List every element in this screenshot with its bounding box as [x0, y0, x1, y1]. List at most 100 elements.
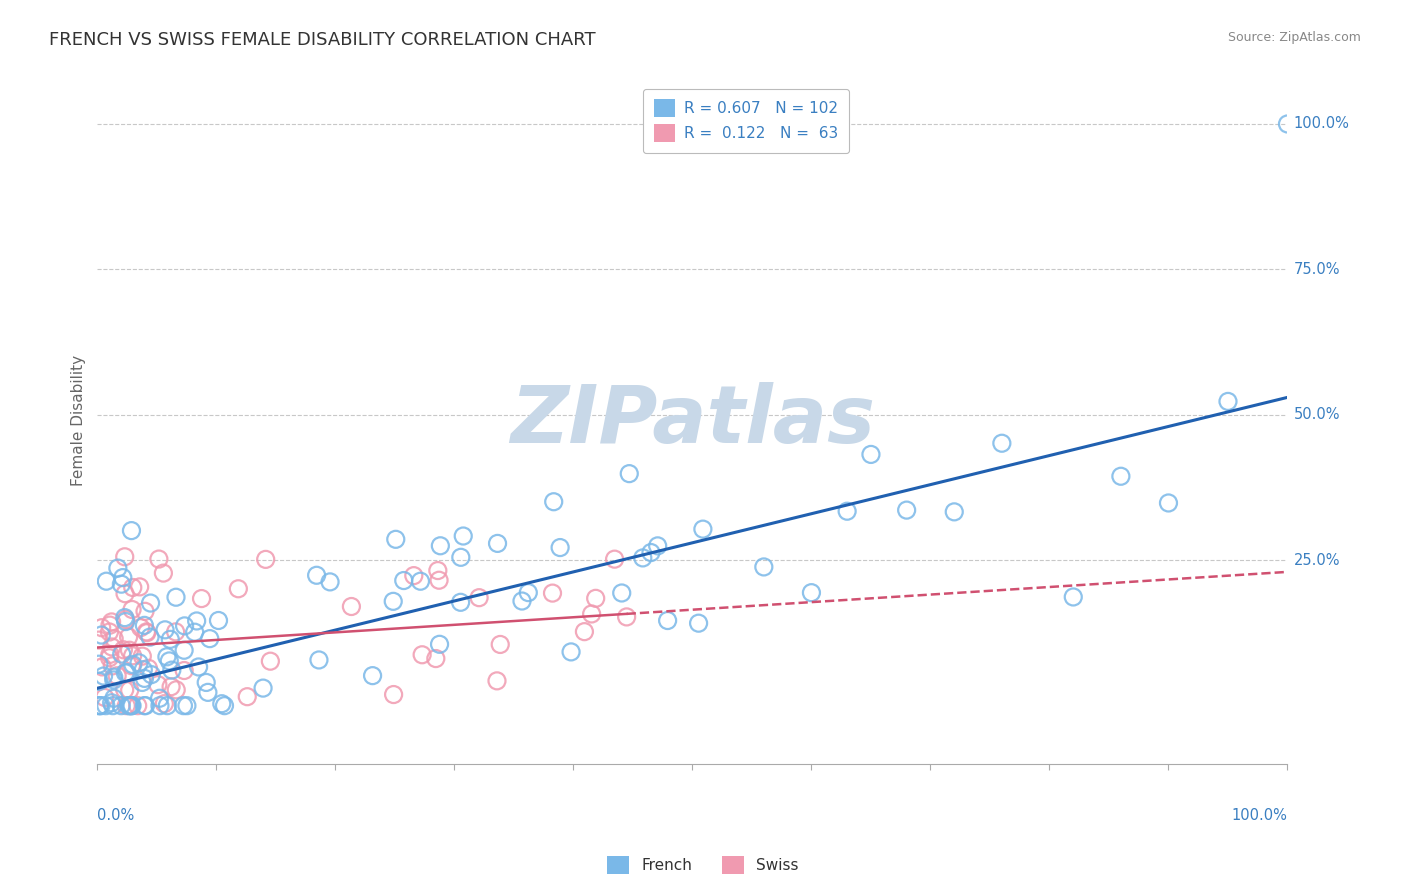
Point — [510, 594, 533, 608]
Point — [603, 552, 626, 566]
Point — [252, 681, 274, 695]
Point — [114, 682, 136, 697]
Point — [90, 621, 112, 635]
Point — [149, 698, 172, 713]
Point — [98, 618, 121, 632]
Point — [160, 680, 183, 694]
Point — [134, 698, 156, 713]
Point — [152, 566, 174, 580]
Point — [486, 536, 509, 550]
Point — [103, 632, 125, 646]
Point — [308, 653, 330, 667]
Point — [160, 663, 183, 677]
Point — [657, 614, 679, 628]
Point — [197, 685, 219, 699]
Point — [752, 560, 775, 574]
Point — [187, 660, 209, 674]
Point — [135, 625, 157, 640]
Point — [186, 614, 208, 628]
Point — [616, 610, 638, 624]
Point — [172, 698, 194, 713]
Point — [859, 447, 882, 461]
Point — [165, 682, 187, 697]
Point — [100, 696, 122, 710]
Point — [485, 673, 508, 688]
Point — [115, 698, 138, 713]
Point — [93, 690, 115, 705]
Point — [127, 698, 149, 713]
Point — [800, 585, 823, 599]
Point — [107, 561, 129, 575]
Point — [190, 591, 212, 606]
Point — [450, 550, 472, 565]
Point — [101, 640, 124, 654]
Point — [139, 630, 162, 644]
Point — [429, 637, 451, 651]
Point — [173, 643, 195, 657]
Point — [114, 665, 136, 680]
Point — [254, 552, 277, 566]
Point — [1216, 394, 1239, 409]
Point — [319, 574, 342, 589]
Text: 75.0%: 75.0% — [1294, 262, 1340, 277]
Point — [98, 650, 121, 665]
Text: ZIPatlas: ZIPatlas — [510, 382, 875, 459]
Point — [157, 654, 180, 668]
Point — [89, 698, 111, 713]
Point — [118, 698, 141, 713]
Point — [87, 633, 110, 648]
Point — [118, 698, 141, 713]
Point — [1277, 117, 1299, 131]
Point — [128, 580, 150, 594]
Point — [382, 594, 405, 608]
Point — [429, 539, 451, 553]
Point — [173, 619, 195, 633]
Point — [585, 591, 607, 606]
Point — [129, 621, 152, 635]
Point — [114, 549, 136, 564]
Point — [110, 577, 132, 591]
Point — [402, 568, 425, 582]
Point — [207, 614, 229, 628]
Point — [87, 674, 110, 689]
Point — [110, 698, 132, 713]
Point — [361, 668, 384, 682]
Point — [517, 585, 540, 599]
Point — [98, 648, 121, 662]
Point — [176, 698, 198, 713]
Y-axis label: Female Disability: Female Disability — [72, 355, 86, 486]
Point — [228, 582, 250, 596]
Point — [134, 618, 156, 632]
Point — [101, 658, 124, 673]
Point — [134, 672, 156, 686]
Point — [131, 675, 153, 690]
Point — [489, 637, 512, 651]
Point — [173, 664, 195, 678]
Point — [619, 467, 641, 481]
Point — [146, 678, 169, 692]
Point — [96, 574, 118, 589]
Point — [581, 607, 603, 621]
Point — [159, 632, 181, 647]
Point — [132, 663, 155, 677]
Point — [111, 647, 134, 661]
Point — [451, 529, 474, 543]
Point — [153, 623, 176, 637]
Text: 50.0%: 50.0% — [1294, 408, 1340, 422]
Point — [411, 648, 433, 662]
Point — [943, 505, 966, 519]
Point — [468, 591, 491, 605]
Point — [134, 604, 156, 618]
Point — [165, 591, 187, 605]
Text: 25.0%: 25.0% — [1294, 553, 1340, 567]
Point — [165, 624, 187, 639]
Point — [98, 625, 121, 640]
Point — [131, 649, 153, 664]
Point — [121, 648, 143, 663]
Point — [426, 564, 449, 578]
Text: 100.0%: 100.0% — [1232, 808, 1288, 823]
Point — [114, 610, 136, 624]
Point — [991, 436, 1014, 450]
Point — [118, 643, 141, 657]
Point — [120, 698, 142, 713]
